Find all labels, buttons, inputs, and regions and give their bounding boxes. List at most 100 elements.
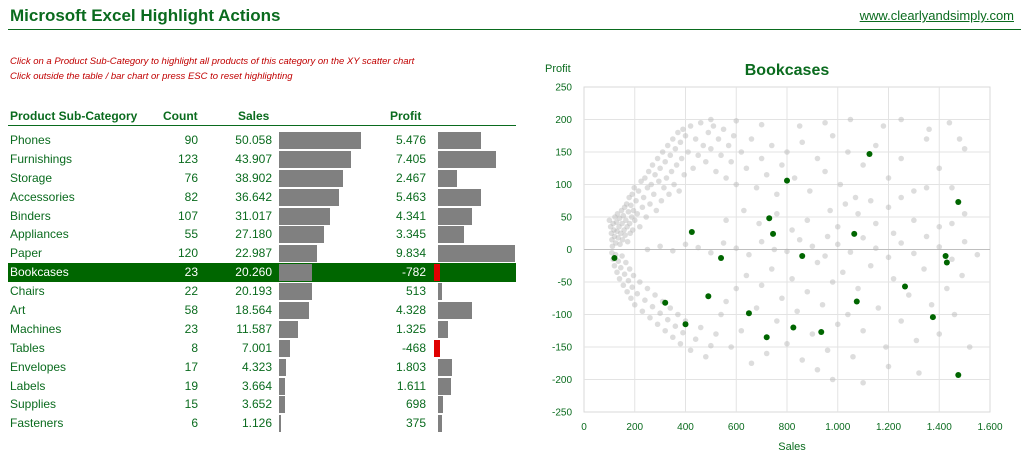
background-point	[671, 181, 677, 188]
category-cell: Envelopes	[10, 359, 67, 374]
profit-bar[interactable]	[438, 226, 465, 244]
sales-bar[interactable]	[279, 188, 340, 206]
background-point	[637, 279, 643, 285]
highlighted-point[interactable]	[851, 230, 858, 237]
sales-bar[interactable]	[279, 207, 330, 225]
profit-bar[interactable]	[434, 339, 440, 357]
highlighted-point[interactable]	[688, 228, 695, 235]
table-row[interactable]: Art 58 18.564 4.328	[8, 301, 516, 320]
highlighted-point[interactable]	[942, 253, 949, 259]
background-point	[630, 207, 637, 214]
background-point	[756, 220, 762, 227]
count-cell: 8	[191, 340, 198, 355]
highlighted-point[interactable]	[818, 329, 825, 336]
sales-bar[interactable]	[279, 396, 285, 414]
highlighted-point[interactable]	[766, 215, 773, 222]
table-row[interactable]: Machines 23 11.587 1.325	[8, 320, 516, 339]
profit-bar[interactable]	[438, 396, 444, 414]
background-point	[710, 123, 717, 129]
background-point	[774, 210, 780, 217]
table-row[interactable]: Storage 76 38.902 2.467	[8, 169, 516, 188]
highlighted-point[interactable]	[929, 314, 936, 321]
sales-bar[interactable]	[279, 320, 298, 338]
sales-bar[interactable]	[279, 226, 324, 244]
profit-bar[interactable]	[438, 302, 472, 320]
sales-bar[interactable]	[279, 377, 285, 395]
highlighted-point[interactable]	[770, 230, 777, 237]
profit-bar[interactable]	[438, 415, 442, 433]
table-row[interactable]: Phones 90 50.058 5.476	[8, 131, 516, 150]
background-point	[626, 266, 633, 272]
y-tick-label: 100	[555, 180, 572, 191]
highlighted-point[interactable]	[705, 293, 712, 300]
table-row[interactable]: Accessories 82 36.642 5.463	[8, 188, 516, 207]
background-point	[796, 123, 803, 129]
highlighted-point[interactable]	[718, 254, 725, 261]
highlighted-point[interactable]	[901, 283, 908, 290]
highlighted-point[interactable]	[853, 298, 860, 305]
background-point	[658, 197, 665, 204]
table-row[interactable]: Envelopes 17 4.323 1.803	[8, 358, 516, 377]
background-point	[789, 275, 795, 282]
highlighted-point[interactable]	[745, 310, 752, 317]
background-point	[708, 342, 714, 349]
highlighted-point[interactable]	[784, 177, 790, 184]
highlighted-point[interactable]	[682, 321, 689, 328]
highlighted-point[interactable]	[662, 299, 669, 306]
highlighted-point[interactable]	[611, 254, 618, 261]
highlighted-point[interactable]	[955, 199, 962, 206]
background-point	[715, 136, 722, 142]
table-header-divider	[8, 125, 516, 126]
table-row[interactable]: Bookcases 23 20.260 -782	[8, 263, 516, 283]
table-row[interactable]: Furnishings 123 43.907 7.405	[8, 150, 516, 169]
count-cell: 120	[177, 246, 198, 261]
highlighted-point[interactable]	[866, 150, 873, 157]
sales-bar[interactable]	[279, 415, 281, 433]
website-link[interactable]: www.clearlyandsimply.com	[859, 8, 1014, 23]
sales-bar[interactable]	[279, 150, 351, 168]
table-row[interactable]: Labels 19 3.664 1.611	[8, 377, 516, 396]
table-row[interactable]: Fasteners 6 1.126 375	[8, 414, 516, 433]
profit-bar[interactable]	[438, 188, 481, 206]
background-point	[875, 305, 882, 311]
background-point	[784, 248, 790, 255]
background-point	[842, 201, 849, 207]
profit-bar[interactable]	[438, 377, 451, 395]
profit-bar[interactable]	[434, 264, 440, 282]
profit-bar[interactable]	[438, 320, 449, 338]
highlighted-point[interactable]	[943, 259, 950, 266]
profit-bar[interactable]	[438, 150, 496, 168]
sales-bar[interactable]	[279, 245, 317, 263]
background-point	[617, 230, 624, 237]
highlighted-point[interactable]	[799, 253, 806, 259]
background-point	[880, 123, 887, 129]
table-row[interactable]: Binders 107 31.017 4.341	[8, 207, 516, 226]
table-row[interactable]: Supplies 15 3.652 698	[8, 395, 516, 414]
background-point	[611, 233, 618, 240]
background-point	[611, 262, 618, 269]
sales-bar[interactable]	[279, 358, 287, 376]
table-row[interactable]: Chairs 22 20.193 513	[8, 282, 516, 301]
background-point	[837, 181, 844, 188]
profit-bar[interactable]	[438, 132, 481, 149]
sales-bar[interactable]	[279, 283, 313, 301]
sales-bar[interactable]	[279, 169, 343, 187]
sales-bar[interactable]	[279, 302, 310, 320]
profit-bar[interactable]	[438, 245, 515, 263]
profit-bar[interactable]	[438, 283, 443, 301]
profit-bar[interactable]	[438, 358, 453, 376]
scatter-chart[interactable]: 0 200 400 600 800 1.000 1.200 1.400 1.600 250 200 1…	[530, 55, 1008, 455]
highlighted-point[interactable]	[790, 324, 797, 331]
sales-bar[interactable]	[279, 132, 361, 149]
table-row[interactable]: Appliances 55 27.180 3.345	[8, 225, 516, 244]
sales-bar[interactable]	[279, 339, 291, 357]
sales-bar[interactable]	[279, 264, 313, 282]
highlighted-point[interactable]	[955, 371, 962, 378]
table-row[interactable]: Paper 120 22.987 9.834	[8, 244, 516, 263]
profit-cell: -468	[401, 340, 426, 355]
table-row[interactable]: Tables 8 7.001 -468	[8, 339, 516, 358]
profit-bar[interactable]	[438, 169, 458, 187]
highlighted-point[interactable]	[763, 334, 770, 341]
profit-bar[interactable]	[438, 207, 472, 225]
count-cell: 82	[184, 189, 198, 204]
